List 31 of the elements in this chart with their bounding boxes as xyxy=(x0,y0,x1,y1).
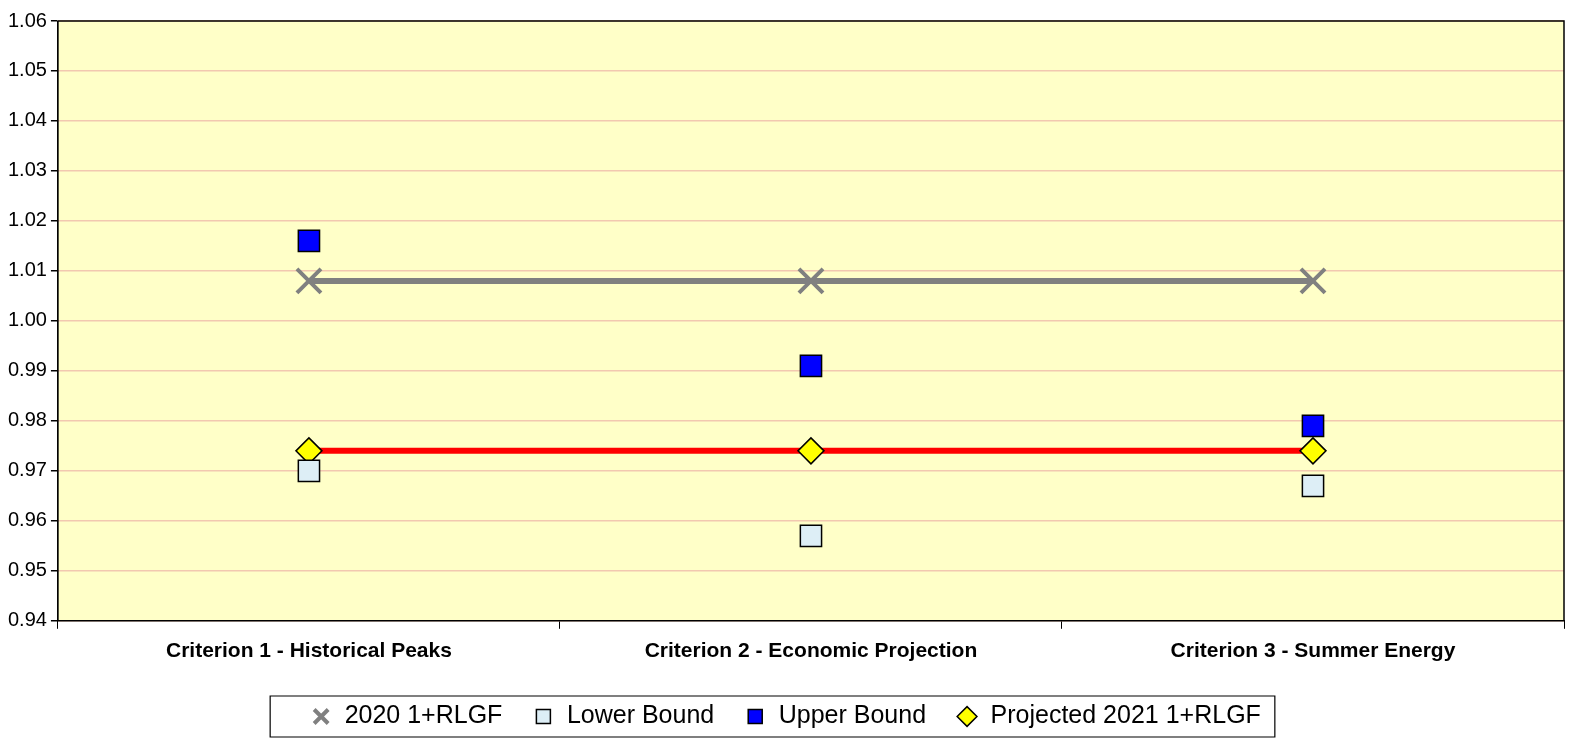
x-tick-label: Criterion 3 - Summer Energy xyxy=(1170,638,1456,662)
point xyxy=(297,459,321,483)
point xyxy=(1299,437,1327,465)
y-tick-label: 1.02 xyxy=(7,208,47,231)
y-tick-label: 1.04 xyxy=(7,108,47,131)
point xyxy=(1301,474,1325,498)
point xyxy=(297,229,321,253)
y-tick-label: 1.06 xyxy=(7,8,47,31)
point xyxy=(1301,414,1325,438)
y-tick-label: 0.94 xyxy=(7,608,47,631)
legend-label: Projected 2021 1+RLGF xyxy=(990,700,1261,729)
y-tick-label: 0.99 xyxy=(7,358,47,381)
y-tick-label: 0.96 xyxy=(7,508,47,531)
legend-label: Lower Bound xyxy=(566,700,715,729)
legend-label: Upper Bound xyxy=(778,700,927,729)
point xyxy=(799,524,823,548)
y-tick-label: 0.97 xyxy=(7,458,47,481)
y-tick-label: 1.03 xyxy=(7,158,47,181)
point xyxy=(796,266,825,295)
y-tick-label: 0.98 xyxy=(7,408,47,431)
point xyxy=(797,437,825,465)
x-tick-label: Criterion 2 - Economic Projection xyxy=(644,638,978,662)
point xyxy=(294,266,323,295)
point xyxy=(799,354,823,378)
y-tick-label: 1.01 xyxy=(7,258,47,281)
legend-label: 2020 1+RLGF xyxy=(344,700,503,729)
x-tick-label: Criterion 1 - Historical Peaks xyxy=(165,638,452,662)
y-tick-label: 1.05 xyxy=(7,58,47,81)
point xyxy=(1298,266,1328,295)
y-tick-label: 1.00 xyxy=(7,308,47,331)
y-tick-label: 0.95 xyxy=(7,558,47,581)
